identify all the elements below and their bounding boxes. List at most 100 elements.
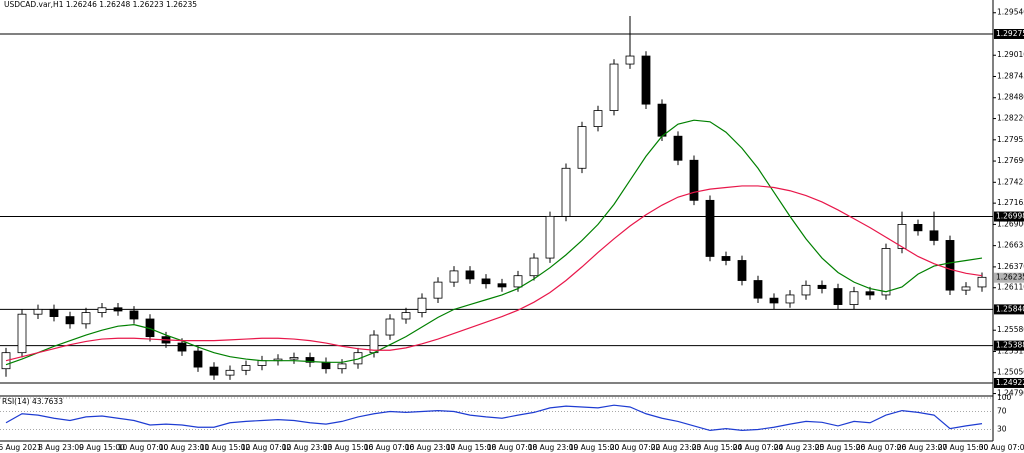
candle-body: [817, 284, 827, 289]
candle-body: [801, 284, 811, 296]
y-tick-label: 1.25315: [997, 346, 1024, 355]
candle-body: [65, 316, 75, 325]
candle-body: [897, 223, 907, 249]
candle-body: [513, 275, 523, 288]
x-tick-label: 26 Aug 23:00: [897, 443, 948, 452]
x-tick-label: 17 Aug 15:00: [446, 443, 497, 452]
rsi-line: [5, 404, 983, 432]
level-label: 1.25388: [996, 341, 1024, 350]
candle-body: [193, 350, 203, 368]
x-tick-label: 27 Aug 15:00: [938, 443, 989, 452]
x-tick-label: 24 Aug 07:00: [733, 443, 784, 452]
x-tick-label: 6 Aug 2021: [0, 443, 42, 452]
x-tick-label: 30 Aug 07:00: [979, 443, 1024, 452]
candle-body: [497, 283, 507, 288]
candle-body: [257, 360, 267, 366]
y-tick-label: 1.28480: [997, 93, 1024, 102]
y-tick-label: 1.29540: [997, 8, 1024, 17]
candle-body: [289, 357, 299, 360]
candle-body: [241, 365, 251, 371]
chart-header: USDCAD.var,H1 1.26246 1.26248 1.26223 1.…: [4, 0, 197, 9]
x-tick-label: 24 Aug 23:00: [774, 443, 825, 452]
candle-body: [609, 63, 619, 111]
level-box: [994, 377, 1024, 388]
moving-average: [5, 185, 983, 362]
y-tick-label: 1.29010: [997, 50, 1024, 59]
level-box: [994, 304, 1024, 315]
x-tick-label: 10 Aug 23:00: [159, 443, 210, 452]
y-tick-label: 1.28220: [997, 114, 1024, 123]
candle-body: [929, 230, 939, 241]
x-tick-label: 16 Aug 07:00: [364, 443, 415, 452]
candle-body: [977, 276, 987, 288]
level-label: 1.25840: [996, 304, 1024, 313]
x-tick-label: 26 Aug 07:00: [856, 443, 907, 452]
candle-body: [17, 313, 27, 354]
x-tick-label: 9 Aug 15:00: [79, 443, 125, 452]
level-box: [994, 340, 1024, 351]
candle-body: [97, 307, 107, 313]
candle-body: [465, 270, 475, 280]
candle-body: [833, 288, 843, 305]
candle-body: [225, 369, 235, 376]
level-box: [994, 28, 1024, 39]
current-price-box: [994, 272, 1024, 283]
y-tick-label: 1.24790: [997, 389, 1024, 398]
plot-bg: [0, 0, 993, 453]
x-tick-label: 20 Aug 07:00: [610, 443, 661, 452]
rsi-tick-label: 30: [997, 425, 1007, 434]
x-tick-label: 18 Aug 07:00: [487, 443, 538, 452]
candle-body: [769, 297, 779, 304]
candle-body: [945, 240, 955, 291]
candle-body: [385, 318, 395, 336]
candle-body: [737, 260, 747, 281]
rsi-label: RSI(14) 43.7633: [2, 397, 63, 406]
candle-body: [561, 167, 571, 217]
candle-body: [49, 308, 59, 317]
candle-body: [865, 291, 875, 296]
x-tick-label: 11 Aug 15:00: [200, 443, 251, 452]
x-tick-label: 22 Aug 23:00: [651, 443, 702, 452]
candle-body: [577, 126, 587, 169]
level-label: 1.26998: [996, 212, 1024, 221]
level-box: [994, 211, 1024, 222]
candle-body: [785, 294, 795, 304]
candle-body: [401, 312, 411, 320]
rsi-tick-label: 100: [997, 393, 1012, 402]
candle-body: [433, 281, 443, 299]
x-tick-label: 8 Aug 23:00: [38, 443, 84, 452]
candle-body: [721, 256, 731, 261]
candle-body: [353, 352, 363, 365]
candle-body: [913, 223, 923, 232]
y-tick-label: 1.27425: [997, 177, 1024, 186]
candle-body: [417, 297, 427, 313]
candle-body: [657, 103, 667, 137]
candle-body: [177, 342, 187, 352]
y-tick-label: 1.26110: [997, 283, 1024, 292]
y-tick-label: 1.25050: [997, 368, 1024, 377]
candle-body: [705, 199, 715, 257]
candle-body: [673, 135, 683, 161]
candle-body: [129, 310, 139, 320]
x-tick-label: 23 Aug 15:00: [692, 443, 743, 452]
candle-body: [593, 110, 603, 127]
x-tick-label: 16 Aug 23:00: [405, 443, 456, 452]
y-tick-label: 1.27690: [997, 156, 1024, 165]
x-tick-label: 12 Aug 07:00: [241, 443, 292, 452]
candle-body: [625, 55, 635, 65]
y-tick-label: 1.26635: [997, 241, 1024, 250]
y-tick-label: 1.25580: [997, 325, 1024, 334]
candle-body: [961, 286, 971, 291]
candle-body: [321, 361, 331, 370]
y-tick-label: 1.28745: [997, 71, 1024, 80]
level-label: 1.29275: [996, 29, 1024, 38]
candle-body: [113, 307, 123, 312]
candle-body: [449, 270, 459, 283]
y-tick-label: 1.27165: [997, 198, 1024, 207]
rsi-tick-label: 70: [997, 407, 1007, 416]
candle-body: [849, 291, 859, 305]
x-tick-label: 18 Aug 23:00: [528, 443, 579, 452]
candle-body: [81, 312, 91, 325]
candle-body: [481, 278, 491, 285]
